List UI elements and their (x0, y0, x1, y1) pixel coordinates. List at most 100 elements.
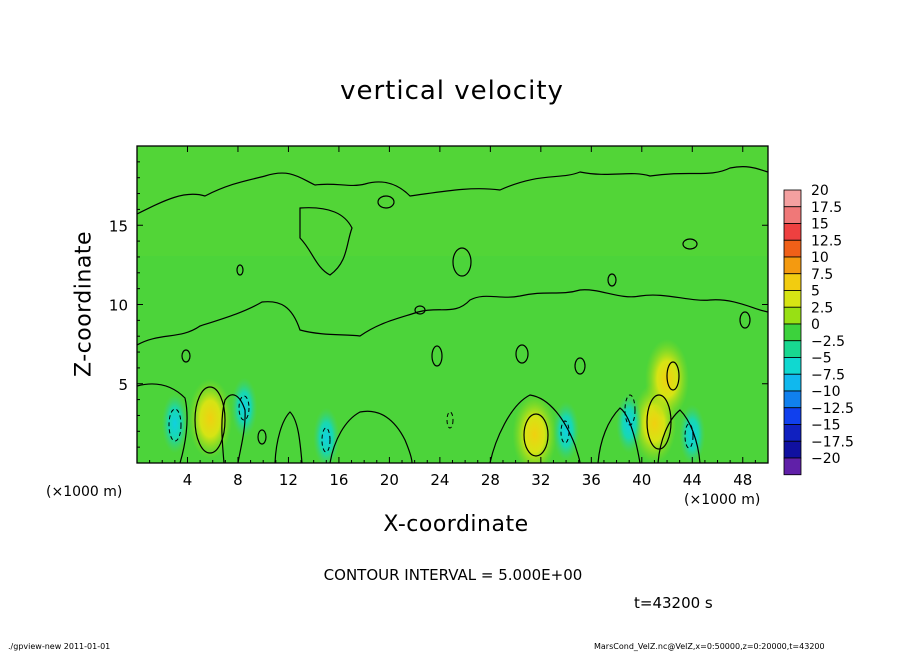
chart-title: vertical velocity (340, 76, 564, 106)
colorbar-label: 17.5 (811, 200, 842, 216)
colorbar-swatch (783, 239, 802, 258)
x-tick-label: 20 (380, 471, 399, 489)
colorbar-label: 10 (811, 250, 829, 266)
downdraft-region-4 (161, 393, 188, 454)
downdraft-region-6 (313, 407, 340, 463)
colorbar-label: 15 (811, 217, 829, 233)
colorbar-swatch (783, 189, 802, 208)
colorbar-label: −10 (811, 384, 841, 400)
x-unit-label-left: (×1000 m) (46, 484, 123, 500)
contour-line (666, 361, 680, 391)
dashed-contour (321, 427, 331, 453)
contour-line (597, 407, 641, 463)
colorbar-swatch (783, 457, 802, 476)
x-tick-label: 24 (430, 471, 449, 489)
colorbar-swatch (783, 424, 802, 442)
contour-line (274, 411, 303, 463)
contour-line (523, 413, 549, 457)
dashed-contour (238, 395, 250, 421)
y-tick-label: 5 (118, 376, 128, 394)
contour-line (299, 207, 353, 276)
contour-interval-label: CONTOUR INTERVAL = 5.000E+00 (323, 566, 583, 584)
downdraft-region-8 (616, 393, 643, 454)
colorbar-label: −15 (811, 418, 841, 434)
contour-line (257, 429, 267, 445)
colorbar-label: 7.5 (811, 267, 833, 283)
contour-line (489, 394, 581, 463)
time-label: t=43200 s (634, 594, 713, 612)
colorbar-label: −2.5 (811, 334, 845, 350)
contour-line (739, 311, 751, 329)
x-tick-label: 4 (183, 471, 193, 489)
contour-line (329, 410, 413, 463)
colorbar-swatch (783, 357, 802, 375)
plot-area (137, 146, 768, 463)
colorbar-swatch (783, 440, 802, 459)
contour-line (236, 264, 244, 276)
contour-line (452, 247, 472, 277)
contour-line (646, 394, 672, 450)
contour-line (515, 344, 529, 364)
colorbar-swatch (783, 256, 802, 275)
x-tick-label: 40 (632, 471, 651, 489)
dashed-contour (560, 420, 570, 444)
upper-field (137, 146, 768, 256)
contour-line (221, 394, 246, 463)
downdraft-region-9 (679, 404, 706, 463)
colorbar-label: 0 (811, 317, 820, 333)
x-tick-label: 16 (329, 471, 348, 489)
colorbar-swatch (783, 273, 802, 291)
x-tick-label: 36 (582, 471, 601, 489)
x-tick-label: 44 (683, 471, 702, 489)
colorbar-swatch (783, 373, 802, 392)
x-tick-label: 48 (733, 471, 752, 489)
contour-line (137, 289, 768, 346)
x-tick-label: 12 (279, 471, 298, 489)
colorbar-swatch (783, 306, 802, 325)
colorbar-label: −12.5 (811, 401, 854, 417)
contour-line (137, 383, 188, 463)
contour-line (682, 238, 698, 250)
dashed-contour (168, 408, 182, 442)
contour-line (574, 357, 586, 375)
colorbar-swatch (783, 206, 802, 224)
colorbar-label: 2.5 (811, 300, 833, 316)
colorbar-swatch (783, 223, 802, 241)
colorbar-label: −5 (811, 351, 832, 367)
contour-line (431, 345, 443, 367)
contour-line (377, 195, 395, 209)
colorbar-label: −7.5 (811, 367, 845, 383)
colorbar-label: −17.5 (811, 434, 854, 450)
footer-left-text: ./gpview-new 2011-01-01 (8, 642, 111, 651)
y-tick-label: 10 (109, 297, 128, 315)
contour-line (657, 409, 701, 463)
contour-line (414, 305, 426, 315)
dashed-contour (446, 411, 454, 429)
dashed-contour (684, 423, 694, 449)
colorbar-label: 12.5 (811, 233, 842, 249)
colorbar-swatch (783, 290, 802, 308)
contour-line (137, 166, 768, 215)
contour-line (181, 349, 191, 363)
x-tick-label: 8 (233, 471, 243, 489)
colorbar-label: 5 (811, 284, 820, 300)
colorbar-swatch (783, 323, 802, 342)
contour-line (607, 273, 617, 287)
dashed-contour (624, 394, 636, 426)
colorbar-swatch (783, 340, 802, 358)
contour-line (194, 386, 226, 454)
colorbar-swatch (783, 407, 802, 425)
colorbar-label: 20 (811, 183, 829, 199)
x-unit-label-right: (×1000 m) (684, 492, 761, 508)
x-tick-label: 32 (531, 471, 550, 489)
colorbar-label: −20 (811, 451, 841, 467)
y-tick-label: 15 (109, 217, 128, 235)
y-axis-label: Z-coordinate (71, 231, 97, 377)
footer-right-text: MarsCond_VelZ.nc@VelZ,x=0:50000,z=0:2000… (594, 642, 825, 651)
downdraft-region-7 (553, 401, 580, 462)
x-tick-label: 28 (481, 471, 500, 489)
colorbar-swatch (783, 390, 802, 409)
updraft-region-1 (512, 394, 557, 463)
x-axis-label: X-coordinate (383, 512, 529, 537)
